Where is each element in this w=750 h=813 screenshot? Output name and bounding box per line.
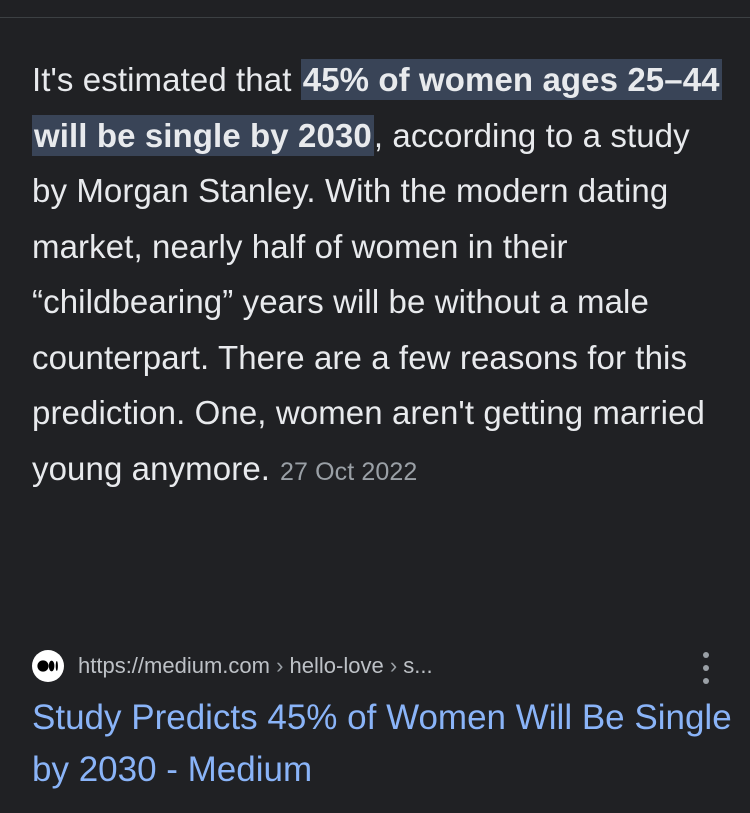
breadcrumb-separator: ›: [389, 653, 398, 678]
more-options-icon[interactable]: [696, 652, 716, 684]
snippet-date: 27 Oct 2022: [280, 457, 418, 486]
url-breadcrumb-2: s...: [403, 653, 433, 678]
result-source-row[interactable]: https://medium.com › hello-love › s...: [32, 646, 722, 686]
url-breadcrumb-1: hello-love: [289, 653, 384, 678]
top-divider: [0, 0, 750, 18]
result-title-link[interactable]: Study Predicts 45% of Women Will Be Sing…: [32, 698, 732, 789]
snippet-text-after: , according to a study by Morgan Stanley…: [32, 116, 705, 487]
breadcrumb-separator: ›: [276, 653, 284, 678]
snippet-text-before: It's estimated that: [32, 61, 301, 98]
url-base: https://medium.com: [78, 653, 270, 678]
medium-logo-icon: [32, 650, 64, 682]
featured-snippet-text: It's estimated that 45% of women ages 25…: [32, 52, 722, 500]
result-url[interactable]: https://medium.com › hello-love › s...: [78, 653, 433, 679]
